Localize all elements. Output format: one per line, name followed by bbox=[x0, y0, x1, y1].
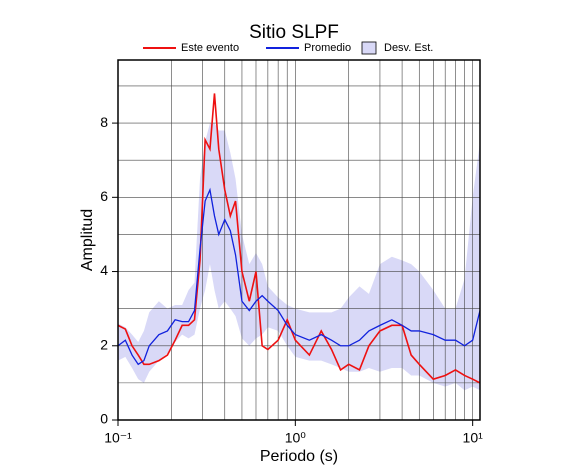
legend-label: Este evento bbox=[181, 42, 239, 54]
y-tick-label: 0 bbox=[100, 411, 108, 427]
x-axis-label: Periodo (s) bbox=[260, 448, 338, 465]
y-tick-label: 2 bbox=[100, 336, 108, 352]
x-tick-label: 10⁻¹ bbox=[104, 430, 132, 446]
y-tick-label: 8 bbox=[100, 114, 108, 130]
data-line bbox=[117, 93, 481, 384]
x-tick-label: 10¹ bbox=[463, 430, 484, 446]
std-band bbox=[118, 123, 480, 391]
legend-swatch bbox=[361, 41, 377, 55]
legend-label: Promedio bbox=[304, 42, 351, 54]
y-tick-label: 4 bbox=[100, 262, 108, 278]
legend-label: Desv. Est. bbox=[384, 42, 433, 54]
y-axis-label: Amplitud bbox=[79, 209, 96, 271]
plot-frame bbox=[117, 59, 481, 421]
y-tick-label: 6 bbox=[100, 188, 108, 204]
data-line bbox=[117, 187, 481, 366]
x-tick-label: 10⁰ bbox=[285, 430, 307, 446]
chart-title: Sitio SLPF bbox=[249, 22, 339, 43]
